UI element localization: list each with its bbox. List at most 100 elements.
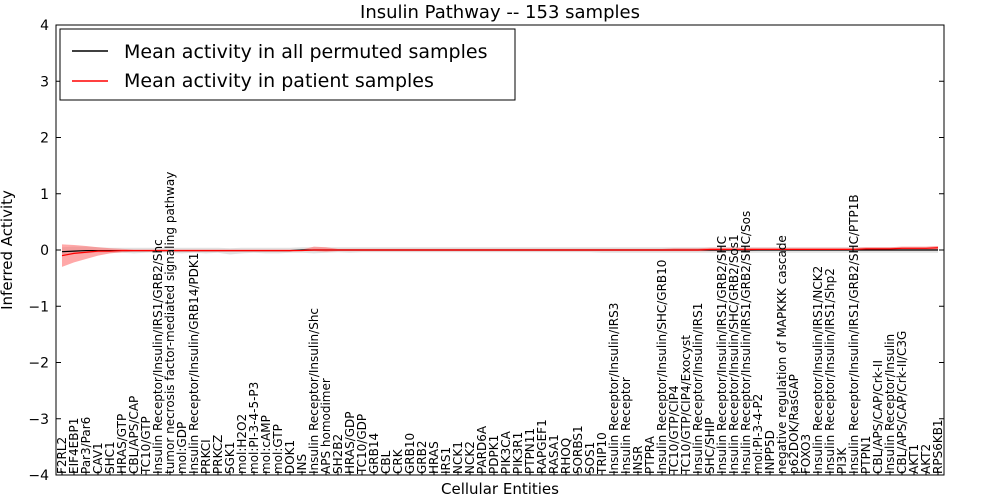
data-point (829, 249, 831, 251)
legend: Mean activity in all permuted samples Me… (59, 28, 516, 101)
x-category-label: HRAS/GTP (115, 414, 129, 474)
x-category-label: Insulin Receptor/Insulin/GRB14/PDK1 (187, 253, 201, 474)
data-point (217, 250, 219, 252)
x-category-label: PTPN1 (859, 436, 873, 474)
x-category-label: mol:GDP (175, 422, 189, 474)
x-category-label: SGK1 (223, 442, 237, 474)
x-category-label: NCK1 (451, 441, 465, 474)
chart-title: Insulin Pathway -- 153 samples (360, 2, 640, 23)
x-category-label: RASA1 (547, 434, 561, 474)
x-category-label: CRK (391, 448, 405, 474)
x-category-label: APS homodimer (319, 378, 333, 474)
data-point (301, 250, 303, 252)
data-point (325, 249, 327, 251)
data-point (61, 255, 63, 257)
x-category-label: TC10/GTP/CIP4 (667, 385, 681, 475)
x-category-label: PRKCI (199, 439, 213, 474)
data-point (529, 249, 531, 251)
data-point (625, 249, 627, 251)
x-category-label: F2RL2 (55, 437, 69, 474)
x-category-label: GRB10 (403, 433, 417, 474)
data-point (817, 249, 819, 251)
y-tick-label: −1 (28, 299, 49, 315)
x-category-label: mol:PI-3-4-P2 (751, 394, 765, 474)
legend-frame (59, 28, 516, 101)
x-category-label: AKT2 (919, 444, 933, 474)
x-category-label: Insulin Receptor (619, 377, 633, 474)
x-category-label: Insulin Receptor/Insulin/IRS1/GRB2/SHC (715, 236, 729, 474)
x-category-label: TC10/GTP/CIP4/Exocyst (679, 335, 693, 475)
data-point (841, 249, 843, 251)
x-category-label: DOK1 (283, 440, 297, 474)
x-category-label: AKT1 (907, 444, 921, 474)
x-category-label: negative regulation of MAPKKK cascade (775, 235, 789, 474)
x-category-label: Insulin Receptor/Insulin/Shc (307, 308, 321, 474)
data-point (241, 250, 243, 252)
x-category-label: IRS1 (439, 447, 453, 474)
series-lines (61, 247, 939, 257)
data-point (409, 249, 411, 251)
x-category-label: Par3/Par6 (79, 417, 93, 474)
x-category-label: EIF4EBP1 (67, 418, 81, 474)
data-point (133, 250, 135, 252)
data-point (901, 248, 903, 250)
data-point (277, 250, 279, 252)
x-category-label: Insulin Receptor/Insulin (883, 334, 897, 474)
data-point (913, 249, 915, 251)
x-category-label: SOS1 (583, 442, 597, 474)
x-category-label: HRAS (427, 441, 441, 474)
data-point (145, 250, 147, 252)
x-category-label: Insulin Receptor/Insulin/IRS1/GRB2/Shc (151, 239, 165, 474)
x-category-label: CBL/APS/CAP (127, 396, 141, 474)
data-point (373, 249, 375, 251)
data-point (553, 249, 555, 251)
x-axis-title: Cellular Entities (441, 480, 559, 498)
x-category-label: Insulin Receptor/Insulin/IRS1/GRB2/SHC/S… (739, 211, 753, 474)
x-category-label: INS (295, 454, 309, 474)
x-category-label: CBL (379, 450, 393, 474)
series-line-patient (61, 247, 939, 257)
x-category-label: PTPRA (643, 435, 657, 474)
data-point (469, 249, 471, 251)
y-tick-label: 0 (40, 243, 49, 259)
x-category-label: PI3K (835, 447, 849, 474)
x-category-label: HRAS/GDP (343, 411, 357, 474)
x-category-label: PIK3CA (499, 430, 513, 474)
data-point (493, 249, 495, 251)
data-point (289, 250, 291, 252)
data-point (901, 249, 903, 251)
data-point (121, 250, 123, 252)
x-category-label: RAPGEF1 (535, 419, 549, 474)
data-point (697, 249, 699, 251)
y-tick-label: 4 (40, 18, 49, 34)
data-point (925, 248, 927, 250)
data-point (193, 250, 195, 252)
data-point (937, 247, 939, 249)
data-point (265, 250, 267, 252)
legend-label-permuted: Mean activity in all permuted samples (124, 41, 487, 63)
x-category-label: INPP5D (763, 430, 777, 474)
data-point (385, 249, 387, 251)
data-point (805, 249, 807, 251)
x-category-label: Insulin Receptor/Insulin/IRS1/NCK2 (811, 266, 825, 474)
data-point (361, 249, 363, 251)
data-point (61, 251, 63, 253)
y-tick-label: −2 (28, 356, 49, 372)
x-category-label: Insulin Receptor/Insulin/IRS1 (691, 303, 705, 474)
x-category-label: mol:H2O2 (235, 414, 249, 474)
x-category-label: TC10/GTP (139, 416, 153, 475)
data-point (649, 249, 651, 251)
x-category-label: RPS6KB1 (931, 419, 945, 474)
x-category-label: SORBS1 (571, 425, 585, 474)
data-point (313, 249, 315, 251)
data-point (445, 249, 447, 251)
data-point (577, 249, 579, 251)
data-point (433, 249, 435, 251)
data-point (229, 250, 231, 252)
data-point (613, 249, 615, 251)
data-point (661, 249, 663, 251)
x-category-label: SH2B2 (331, 434, 345, 474)
data-point (505, 249, 507, 251)
x-category-label: p62DOK/RasGAP (787, 374, 801, 474)
